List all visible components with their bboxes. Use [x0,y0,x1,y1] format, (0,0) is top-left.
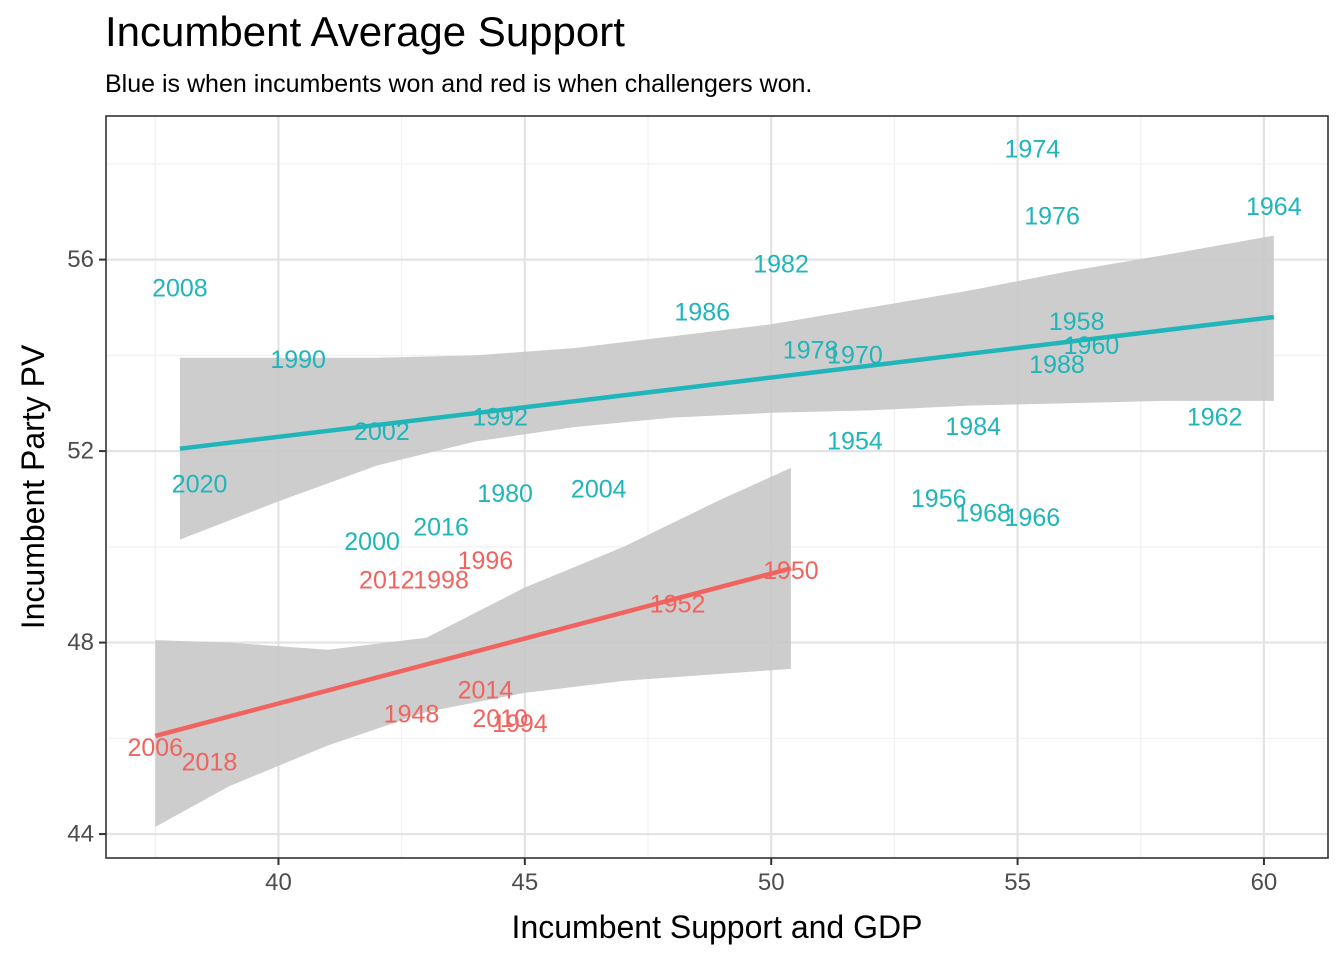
x-tick-label: 45 [511,869,538,896]
point-label-1968: 1968 [955,499,1011,527]
point-label-2014: 2014 [458,676,514,704]
point-label-1986: 1986 [674,298,730,326]
confidence-band-incumbent_won [179,235,1274,540]
point-label-1958: 1958 [1049,308,1105,336]
fit-line-incumbent_won [179,314,1275,451]
point-label-2008: 2008 [152,274,208,302]
y-tick-label: 52 [67,438,94,465]
point-label-1988: 1988 [1029,351,1085,379]
plot-panel-border [105,115,1329,859]
point-label-2018: 2018 [182,748,238,776]
axes: 40 45 50 55 60 44 48 52 56 [67,246,1277,896]
point-label-1984: 1984 [945,413,1001,441]
x-axis-title: Incumbent Support and GDP [512,909,923,945]
point-label-1978: 1978 [783,337,839,365]
x-tick-label: 40 [265,869,292,896]
point-label-1974: 1974 [1005,136,1061,164]
point-label-1956: 1956 [911,485,967,513]
x-tick-label: 60 [1251,869,1278,896]
x-tick-label: 50 [758,869,785,896]
point-label-1996: 1996 [458,547,514,575]
point-label-1976: 1976 [1024,203,1080,231]
chart-subtitle: Blue is when incumbents won and red is w… [105,70,813,98]
point-label-1990: 1990 [270,346,326,374]
point-label-1970: 1970 [827,341,883,369]
point-label-2016: 2016 [413,514,469,542]
chart-title: Incumbent Average Support [105,8,625,55]
fit-line-challenger_won [154,566,792,739]
point-label-1982: 1982 [753,250,809,278]
point-label-1950: 1950 [763,557,819,585]
point-label-2002: 2002 [354,418,410,446]
point-label-1992: 1992 [472,404,528,432]
y-tick-label: 48 [67,629,94,656]
point-label-1966: 1966 [1005,504,1061,532]
x-tick-label: 55 [1004,869,1031,896]
regression-lines [154,314,1275,739]
point-label-2004: 2004 [571,475,627,503]
confidence-band-challenger_won [155,467,791,827]
y-tick-label: 44 [67,821,94,848]
y-tick-label: 56 [67,246,94,273]
confidence-bands [155,235,1274,827]
point-label-2000: 2000 [344,528,400,556]
point-label-2010: 2010 [472,705,528,733]
point-label-2006: 2006 [127,734,183,762]
point-label-1962: 1962 [1187,404,1243,432]
y-axis-title: Incumbent Party PV [15,344,51,629]
point-label-1952: 1952 [650,590,706,618]
point-label-1954: 1954 [827,428,883,456]
point-label-1980: 1980 [477,480,533,508]
point-label-1964: 1964 [1246,193,1302,221]
point-label-1960: 1960 [1064,332,1120,360]
point-label-1994: 1994 [492,710,548,738]
point-label-2012: 2012 [359,566,415,594]
point-label-2020: 2020 [172,471,228,499]
point-label-1998: 1998 [413,566,469,594]
point-label-1948: 1948 [384,700,440,728]
